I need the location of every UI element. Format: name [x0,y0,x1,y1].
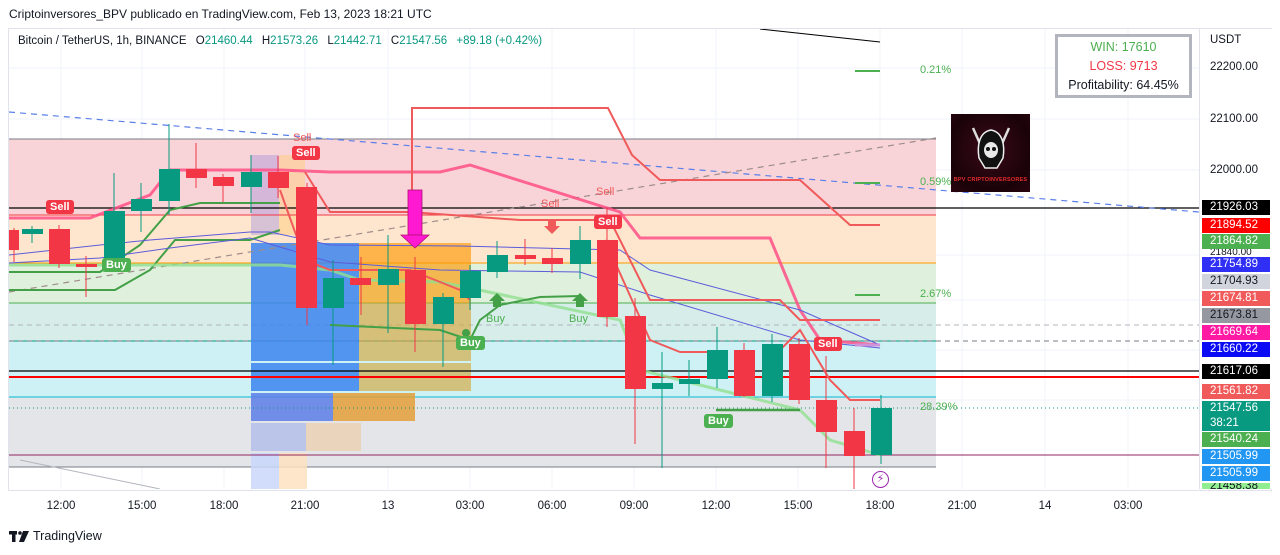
price-axis-label: 22200.00 [1210,61,1258,73]
time-axis-label: 03:00 [1113,500,1143,512]
time-axis-label: 21:00 [947,500,977,512]
price-tag: 21754.89 [1202,257,1270,272]
loss-count: LOSS: 9713 [1089,59,1158,73]
time-axis-label: 18:00 [865,500,895,512]
price-axis-label: 22000.00 [1210,164,1258,176]
sell-signal-ghost: Sell [596,186,615,198]
buy-signal-label: Buy [102,258,131,272]
fib-percent-label: 0.59% [920,176,952,188]
price-tag: 21505.99 [1202,466,1270,481]
time-axis-label: 18:00 [209,500,239,512]
publication-line: Criptoinversores_BPV publicado en Tradin… [9,7,432,21]
time-axis[interactable]: 12:00 15:00 18:00 21:00 13 03:00 06:00 0… [9,490,1199,520]
low-label: L [327,35,334,47]
currency-label: USDT [1210,34,1242,46]
price-tag: 21669.64 [1202,325,1270,340]
time-axis-label: 14 [1038,500,1052,512]
price-tag: 21673.81 [1202,308,1270,323]
buy-signal-ghost: Buy [486,313,505,325]
profitability: Profitability: 64.45% [1068,78,1179,92]
price-axis[interactable]: USDT 22200.00 22100.00 22000.00 21840.00… [1199,29,1272,489]
sell-signal-label: Sell [594,215,622,229]
close-label: C [390,35,400,47]
win-loss-stats-box: WIN: 17610 LOSS: 9713 Profitability: 64.… [1055,34,1192,98]
buy-signal-ghost: Buy [569,313,588,325]
price-tag: 21540.24 [1202,432,1270,447]
hooded-skull-icon [971,126,1010,169]
last-price-value: 21547.56 [1210,402,1258,414]
price-chart-svg [9,29,1199,489]
sell-signal-ghost: Sell [541,198,560,210]
tradingview-logo-icon [9,530,29,542]
sell-signal-label: Sell [814,337,842,351]
close-value: 21547.56 [399,35,448,47]
time-axis-label: 15:00 [127,500,157,512]
price-tag: 21704.93 [1202,274,1270,289]
time-axis-label: 09:00 [619,500,649,512]
logo-caption: BPV CRIPTOINVERSORES [953,176,1028,183]
time-axis-label: 21:00 [290,500,320,512]
last-price-tag: 21547.56 38:21 [1202,401,1270,431]
bpv-logo-image: BPV CRIPTOINVERSORES [951,114,1030,192]
price-tag: 21617.06 [1202,364,1270,379]
candle-countdown: 38:21 [1210,417,1239,429]
time-axis-label: 06:00 [537,500,567,512]
buy-signal-label: Buy [456,336,485,350]
time-axis-label: 12:00 [46,500,76,512]
price-tag: 21894.52 [1202,218,1270,233]
price-tag: 21458.38 [1202,483,1270,489]
price-tag: 21674.81 [1202,291,1270,306]
fib-percent-label: 0.21% [920,64,952,76]
fib-percent-label: 28.39% [920,401,958,413]
high-label: H [261,35,271,47]
chart-canvas[interactable]: Sell Sell Sell Sell Sell Sell Sell Buy B… [9,29,1199,489]
lightning-event-icon[interactable]: ⚡ [872,471,889,488]
price-tag: 21864.82 [1202,234,1270,249]
sell-signal-label: Sell [292,146,320,160]
ohlc-legend: Bitcoin / TetherUS, 1h, BINANCE O21460.4… [18,35,542,47]
time-axis-label: 03:00 [455,500,485,512]
symbol-title[interactable]: Bitcoin / TetherUS, 1h, BINANCE [18,35,187,47]
sell-signal-ghost: Sell [293,132,312,144]
price-tag: 21926.03 [1202,200,1270,215]
price-tag: 21660.22 [1202,342,1270,357]
win-count: WIN: 17610 [1090,40,1157,54]
price-axis-label: 21840.00 [1210,247,1252,258]
price-axis-label: 22100.00 [1210,113,1258,125]
time-axis-label: 15:00 [783,500,813,512]
price-tag: 21505.99 [1202,449,1270,464]
buy-signal-label: Buy [704,414,733,428]
sell-signal-label: Sell [46,200,74,214]
low-value: 21442.71 [333,35,382,47]
time-axis-label: 12:00 [701,500,731,512]
high-value: 21573.26 [270,35,319,47]
open-label: O [195,35,205,47]
time-axis-label: 13 [381,500,395,512]
tradingview-brand[interactable]: TradingView [9,529,102,543]
price-tag: 21561.82 [1202,384,1270,399]
fib-percent-label: 2.67% [920,288,952,300]
open-value: 21460.44 [204,35,253,47]
tradingview-wordmark: TradingView [33,529,102,543]
change-value: +89.18 (+0.42%) [456,35,543,47]
